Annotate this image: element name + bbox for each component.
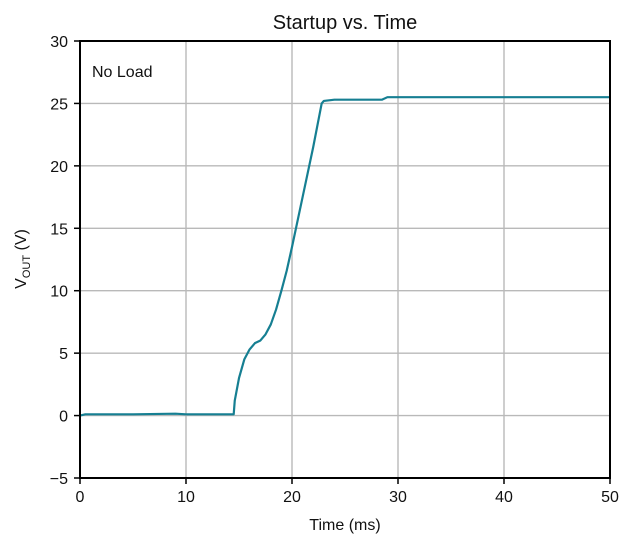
y-axis-label: VOUT (V) [13, 229, 33, 289]
y-tick-label: 0 [59, 409, 68, 426]
y-tick-label: 25 [50, 96, 68, 113]
chart-title: Startup vs. Time [273, 12, 418, 34]
y-tick-label: 20 [50, 159, 68, 176]
y-tick-label: 10 [50, 284, 68, 301]
plot-frame [79, 40, 611, 479]
y-axis-label-subscript: OUT [21, 255, 33, 279]
series-line-vout [79, 96, 610, 417]
x-tick-label: 40 [495, 489, 513, 506]
y-tick-label: 15 [50, 221, 68, 238]
x-tick-label: 50 [601, 489, 619, 506]
y-tick-label: 30 [50, 34, 68, 51]
x-axis-label: Time (ms) [309, 517, 380, 534]
annotation-no-load: No Load [92, 64, 153, 81]
x-tick-label: 10 [177, 489, 195, 506]
grid [80, 41, 610, 478]
tick-layer: 0 10 20 30 40 50 −5 0 5 10 15 20 25 30 [50, 34, 619, 506]
y-tick-label: 5 [59, 346, 68, 363]
x-tick-label: 20 [283, 489, 301, 506]
x-tick-label: 0 [76, 489, 85, 506]
y-axis-label-unit: (V) [13, 229, 30, 255]
y-tick-label: −5 [50, 471, 68, 488]
y-axis-label-main: V [13, 278, 30, 289]
series-layer [79, 96, 610, 417]
x-tick-label: 30 [389, 489, 407, 506]
